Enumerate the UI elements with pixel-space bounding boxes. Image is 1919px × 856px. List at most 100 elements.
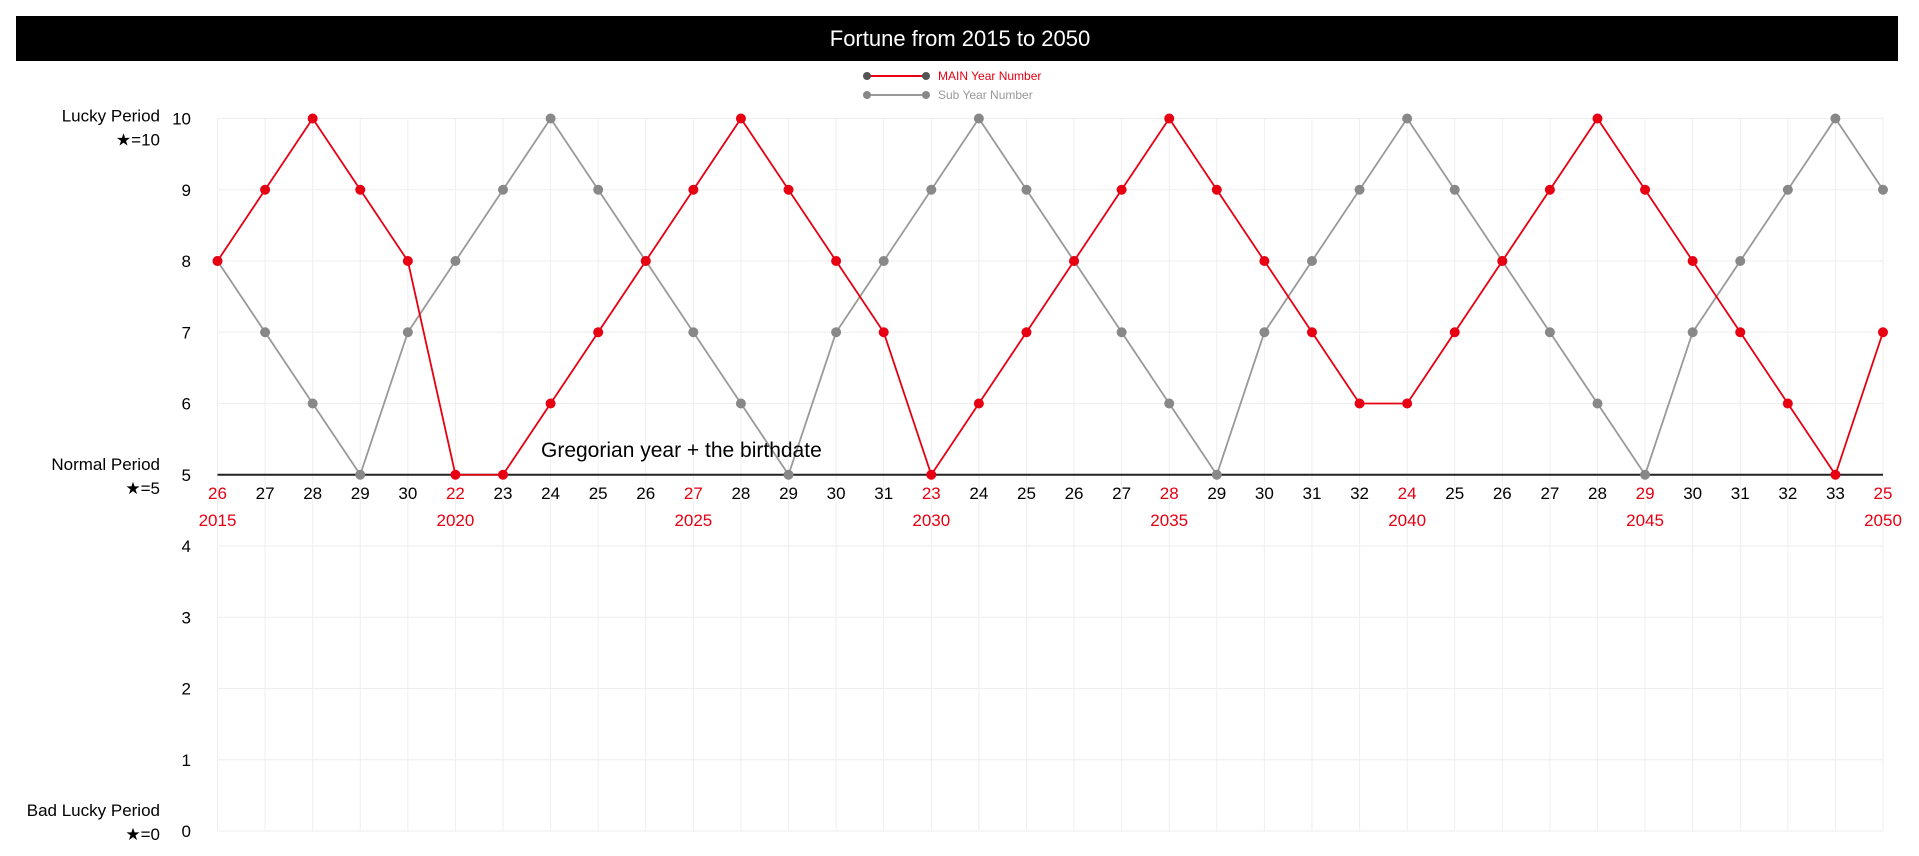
year-label: 2025 <box>674 511 712 530</box>
data-point-sub <box>1211 469 1222 480</box>
period-star-value: ★=5 <box>125 479 160 498</box>
data-point-sub <box>307 398 318 409</box>
annotation-text: Gregorian year + the birthdate <box>541 439 822 462</box>
data-point-sub <box>688 327 699 338</box>
data-point-main <box>1878 327 1888 338</box>
data-point-main <box>307 113 318 124</box>
data-point-main <box>1544 184 1555 195</box>
y-tick-label: 0 <box>182 822 191 841</box>
data-point-sub <box>1259 327 1270 338</box>
x-tick-label: 28 <box>1160 484 1179 503</box>
x-tick-label: 27 <box>684 484 703 503</box>
data-point-sub <box>1592 398 1603 409</box>
data-point-main <box>1640 184 1651 195</box>
data-point-sub <box>926 184 937 195</box>
y-tick-label: 7 <box>182 323 191 342</box>
x-tick-label: 26 <box>1065 484 1084 503</box>
data-point-sub <box>1449 184 1460 195</box>
data-point-sub <box>878 256 889 266</box>
y-tick-label: 8 <box>182 252 191 271</box>
data-point-sub <box>498 184 509 195</box>
data-point-sub <box>545 113 556 124</box>
x-tick-label: 27 <box>256 484 275 503</box>
x-tick-label: 30 <box>1683 484 1702 503</box>
data-point-sub <box>260 327 271 338</box>
year-label: 2015 <box>199 511 237 530</box>
x-tick-label: 26 <box>1493 484 1512 503</box>
y-tick-label: 3 <box>182 608 191 627</box>
data-point-main <box>831 256 842 266</box>
legend-main-marker <box>863 72 871 80</box>
data-point-main <box>973 398 984 409</box>
data-point-main <box>878 327 889 338</box>
data-point-main <box>1306 327 1317 338</box>
x-tick-label: 30 <box>398 484 417 503</box>
x-tick-label: 31 <box>1731 484 1750 503</box>
year-label: 2035 <box>1150 511 1188 530</box>
period-label: Normal Period <box>51 455 160 474</box>
data-point-sub <box>450 256 461 266</box>
data-point-sub <box>1735 256 1746 266</box>
x-tick-label: 23 <box>922 484 941 503</box>
data-point-main <box>355 184 366 195</box>
data-point-main <box>593 327 604 338</box>
period-star-value: ★=0 <box>125 825 160 844</box>
data-point-sub <box>1402 113 1413 124</box>
data-point-main <box>498 469 509 480</box>
chart-title: Fortune from 2015 to 2050 <box>830 26 1091 51</box>
x-tick-label: 24 <box>1398 484 1417 503</box>
x-tick-label: 23 <box>494 484 513 503</box>
x-tick-label: 31 <box>1303 484 1322 503</box>
data-point-main <box>640 256 651 266</box>
data-point-main <box>735 113 746 124</box>
year-label: 2040 <box>1388 511 1426 530</box>
data-point-main <box>926 469 937 480</box>
data-point-sub <box>1116 327 1127 338</box>
x-tick-label: 29 <box>779 484 798 503</box>
data-point-main <box>1021 327 1032 338</box>
x-tick-label: 27 <box>1540 484 1559 503</box>
data-point-main <box>212 256 223 266</box>
data-point-sub <box>1687 327 1698 338</box>
data-point-main <box>1259 256 1270 266</box>
y-tick-label: 6 <box>182 395 191 414</box>
data-point-sub <box>1830 113 1841 124</box>
y-tick-label: 1 <box>182 751 191 770</box>
x-tick-label: 32 <box>1778 484 1797 503</box>
series-line-sub <box>216 116 1884 477</box>
legend: MAIN Year Number Sub Year Number <box>863 69 1041 102</box>
year-label: 2045 <box>1626 511 1664 530</box>
data-point-sub <box>1306 256 1317 266</box>
y-tick-label: 10 <box>172 110 191 129</box>
x-axis: 26 27 28 29 30 22 23 24 25 26 27 28 29 30 31 23 24 25 26 27… <box>199 484 1902 530</box>
data-point-sub <box>402 327 413 338</box>
data-point-main <box>402 256 413 266</box>
y-tick-label: 5 <box>182 466 191 485</box>
data-point-sub <box>783 469 794 480</box>
data-point-main <box>1687 256 1698 266</box>
x-tick-label: 29 <box>1636 484 1655 503</box>
x-tick-label: 26 <box>636 484 655 503</box>
data-point-main <box>688 184 699 195</box>
x-tick-label: 22 <box>446 484 465 503</box>
year-label: 2050 <box>1864 511 1902 530</box>
x-tick-label: 33 <box>1826 484 1845 503</box>
year-label: 2020 <box>437 511 475 530</box>
data-point-sub <box>973 113 984 124</box>
x-tick-label: 26 <box>208 484 227 503</box>
data-point-sub <box>593 184 604 195</box>
x-tick-label: 28 <box>731 484 750 503</box>
data-point-main <box>1735 327 1746 338</box>
y-tick-label: 4 <box>182 537 191 556</box>
data-point-sub <box>1021 184 1032 195</box>
x-tick-label: 28 <box>1588 484 1607 503</box>
data-point-main <box>1211 184 1222 195</box>
data-point-main <box>1354 398 1365 409</box>
data-point-main <box>1402 398 1413 409</box>
data-point-main <box>1592 113 1603 124</box>
data-point-main <box>1782 398 1793 409</box>
data-point-sub <box>1782 184 1793 195</box>
period-label: Bad Lucky Period <box>27 801 160 820</box>
title-bar <box>16 16 1898 61</box>
